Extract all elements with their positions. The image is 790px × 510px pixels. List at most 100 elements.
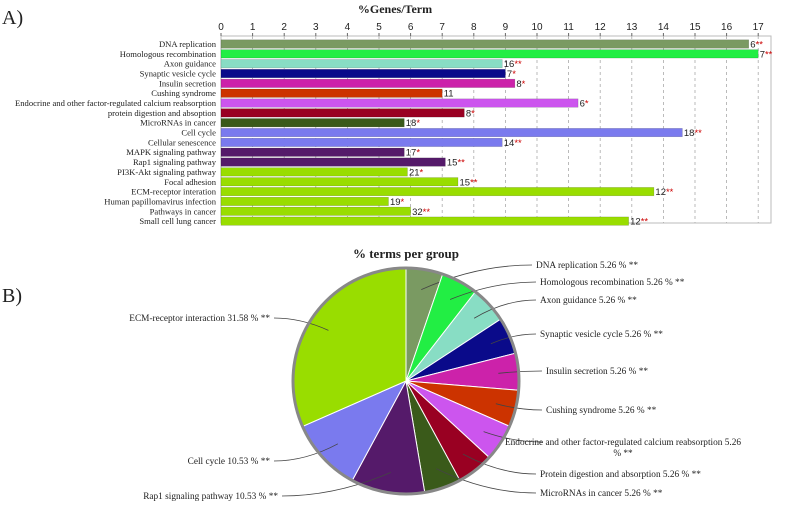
x-tick-label: 6 [408, 22, 414, 33]
bar-category-label: ECM-receptor interation [131, 187, 216, 197]
x-tick-label: 15 [689, 22, 701, 33]
pie-slice-label: Cushing syndrome 5.26 % ** [546, 406, 657, 416]
bar-category-label: Rap1 signaling pathway [133, 157, 217, 167]
bar-count-label: 12** [630, 217, 648, 228]
x-tick-label: 14 [658, 22, 670, 33]
significance-stars: * [401, 197, 405, 208]
x-tick-label: 3 [313, 22, 319, 33]
pie-leader-line [273, 443, 339, 462]
bar-count-label: 6** [750, 40, 763, 51]
bar-count-label: 11 [444, 89, 454, 100]
significance-stars: ** [694, 128, 702, 139]
pie-slice-label: Rap1 signaling pathway 10.53 % ** [143, 492, 278, 502]
pie-leader-line [281, 472, 392, 497]
bar-count-label: 15** [447, 158, 465, 169]
pie-slice-label: Insulin secretion 5.26 % ** [546, 367, 648, 377]
bar-count-label: 18* [406, 118, 421, 129]
bar-count-label: 18** [684, 128, 702, 139]
x-tick-label: 8 [471, 22, 477, 33]
significance-stars: * [416, 118, 420, 129]
bar-category-label: Insulin secretion [159, 78, 217, 88]
bar-chart-title: %Genes/Term [358, 2, 432, 16]
bar [220, 88, 443, 98]
pie-slice-label: DNA replication 5.26 % ** [536, 261, 638, 271]
x-tick-label: 11 [563, 22, 574, 33]
significance-stars: * [512, 69, 516, 80]
pie-slice-label: Cell cycle 10.53 % ** [188, 457, 271, 467]
pie-leader-line [421, 264, 533, 290]
bar-category-label: Endocrine and other factor-regulated cal… [15, 98, 217, 108]
x-tick-label: 1 [250, 22, 256, 33]
panel-a-label: A) [2, 7, 23, 29]
significance-stars: * [416, 148, 420, 159]
bar [220, 167, 408, 177]
x-tick-label: 16 [721, 22, 733, 33]
bar-count-label: 7** [760, 49, 773, 60]
bar-category-label: MAPK signaling pathway [126, 147, 216, 157]
bar-category-label: PI3K-Akt signaling pathway [117, 167, 217, 177]
bar-category-label: Human papillomavirus infection [104, 196, 216, 206]
bar [220, 147, 405, 157]
bar-count-label: 8* [516, 79, 525, 90]
pie-leader-line [473, 299, 537, 319]
x-tick-label: 7 [439, 22, 445, 33]
x-tick-label: 4 [345, 22, 351, 33]
bar-count-label: 17* [406, 148, 421, 159]
bar [220, 128, 683, 138]
bar-count-label: 12** [655, 187, 673, 198]
pie-slice-label: MicroRNAs in cancer 5.26 % ** [540, 489, 663, 499]
significance-stars: * [471, 108, 475, 119]
significance-stars: * [420, 167, 424, 178]
bar-category-label: Axon guidance [164, 59, 216, 69]
bar-count-label: 6* [580, 99, 589, 110]
pie-leader-line [436, 468, 537, 494]
pie-leader-line [462, 453, 537, 475]
panel-b-label: B) [2, 285, 22, 307]
significance-stars: * [585, 99, 589, 110]
bar-count-label: 16** [504, 59, 522, 70]
bar-count-label: 7* [507, 69, 516, 80]
bar [220, 69, 506, 78]
pie-slice-label: Synaptic vesicle cycle 5.26 % ** [540, 330, 663, 340]
bar [220, 98, 579, 108]
pie-leader-line [449, 281, 537, 300]
bar [220, 49, 759, 59]
bar-count-label: 32** [412, 207, 430, 218]
significance-stars: ** [514, 59, 522, 70]
bar [220, 108, 465, 118]
pie-slice-label: Endocrine and other factor-regulated cal… [505, 437, 741, 459]
pie-chart-title: % terms per group [353, 246, 459, 261]
bar [220, 196, 389, 206]
bar-count-label: 14** [504, 138, 522, 149]
significance-stars: ** [423, 207, 431, 218]
bar-count-label: 15** [460, 177, 478, 188]
pie-leader-line [483, 431, 543, 443]
bar-category-label: Small cell lung cancer [139, 216, 216, 226]
bar [220, 216, 629, 226]
bar-category-label: Synaptic vesicle cycle [140, 69, 217, 79]
bar [220, 78, 516, 88]
x-tick-label: 5 [376, 22, 382, 33]
bar-category-label: Focal adhesion [164, 177, 216, 187]
significance-stars: ** [756, 40, 764, 51]
bar [220, 157, 446, 167]
pie-slice-label: Protein digestion and absorption 5.26 % … [540, 470, 701, 480]
significance-stars: ** [470, 177, 478, 188]
x-tick-label: 9 [503, 22, 509, 33]
bar-category-label: DNA replication [159, 39, 217, 49]
pie-slice-label: ECM-receptor interaction 31.58 % ** [129, 314, 270, 324]
bar-category-label: Cushing syndrome [151, 88, 216, 98]
bar [220, 118, 405, 128]
pie-slice-label: Axon guidance 5.26 % ** [540, 296, 637, 306]
bar [220, 59, 503, 69]
bar [220, 206, 411, 216]
x-tick-label: 2 [281, 22, 287, 33]
x-tick-label: 10 [531, 22, 543, 33]
pie-leader-line [498, 370, 543, 374]
bar [220, 39, 749, 49]
pie-slice-label: Homologous recombination 5.26 % ** [540, 278, 685, 288]
pie-leader-line [495, 403, 543, 411]
bar-category-label: Homologous recombination [120, 49, 217, 59]
significance-stars: ** [765, 49, 773, 60]
significance-stars: * [522, 79, 526, 90]
